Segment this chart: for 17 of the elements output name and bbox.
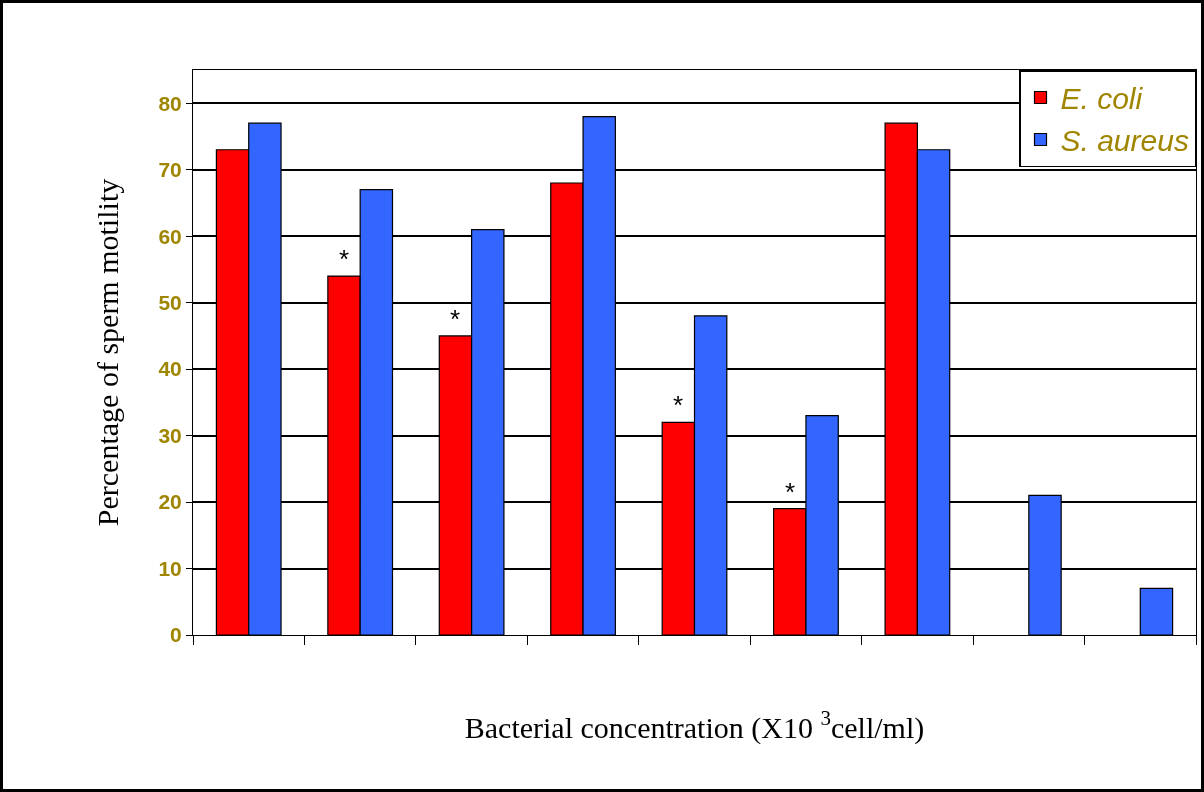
annotation: * <box>673 390 684 420</box>
y-tick-label: 60 <box>158 224 182 248</box>
y-tick-label: 80 <box>158 91 182 115</box>
legend-label: S. aureus <box>1060 124 1189 158</box>
y-tick-label: 0 <box>170 623 182 647</box>
y-tick-label: 20 <box>158 490 182 514</box>
y-tick-label: 50 <box>158 291 182 314</box>
y-tick-label: 70 <box>158 158 182 182</box>
annotation: * <box>339 244 350 274</box>
x-axis-title: Bacterial concentration (X10 $^{3}$cell/ml) <box>464 706 925 745</box>
y-axis-title: Percentage of sperm motility <box>91 178 125 527</box>
annotation: * <box>785 477 796 507</box>
y-tick-label: 30 <box>158 423 182 447</box>
annotation: * <box>450 304 461 334</box>
y-tick-label: 10 <box>158 556 182 580</box>
y-tick-label: 40 <box>158 357 182 381</box>
legend-label: E. coli <box>1060 82 1144 116</box>
